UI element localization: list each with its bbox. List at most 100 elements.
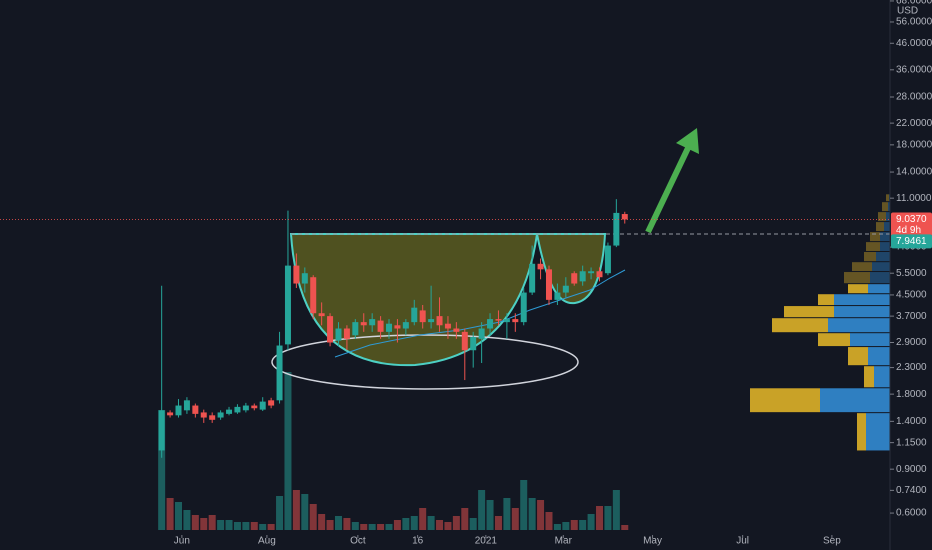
y-tick-label: 1.4000 bbox=[896, 416, 927, 427]
candle-body bbox=[444, 323, 451, 329]
candle-body bbox=[562, 285, 569, 293]
candle-body bbox=[436, 316, 443, 326]
volume-bar bbox=[402, 518, 410, 530]
volume-bar bbox=[301, 494, 309, 530]
candle-body bbox=[537, 263, 544, 270]
volume-bar bbox=[284, 372, 292, 530]
y-tick-label: 18.0000 bbox=[896, 139, 932, 150]
candle-body bbox=[217, 412, 224, 418]
volume-bar bbox=[225, 520, 233, 530]
profile-up bbox=[828, 318, 890, 333]
profile-down bbox=[878, 212, 886, 222]
volume-bar bbox=[158, 410, 166, 530]
x-tick-label: Mar bbox=[555, 536, 573, 547]
volume-bar bbox=[612, 490, 620, 530]
volume-bar bbox=[579, 520, 587, 530]
volume-bar bbox=[444, 522, 452, 530]
profile-up bbox=[834, 294, 890, 306]
candle-body bbox=[621, 214, 628, 220]
volume-bar bbox=[562, 522, 570, 530]
candle-body bbox=[394, 325, 401, 329]
x-tick-label: Sep bbox=[823, 536, 841, 547]
arrow-head bbox=[676, 128, 699, 154]
x-tick-label: 16 bbox=[412, 536, 424, 547]
candle-body bbox=[352, 322, 359, 336]
candle-body bbox=[529, 263, 536, 293]
profile-down bbox=[818, 294, 834, 306]
y-tick-label: 36.0000 bbox=[896, 64, 932, 75]
x-tick-label: Jun bbox=[174, 536, 190, 547]
profile-down bbox=[844, 272, 870, 284]
volume-bar bbox=[469, 518, 477, 530]
volume-bar bbox=[503, 498, 511, 530]
volume-bar bbox=[596, 506, 604, 530]
y-tick-label: 1.8000 bbox=[896, 389, 927, 400]
y-tick-label: 56.0000 bbox=[896, 17, 932, 28]
volume-layer bbox=[158, 372, 629, 530]
candle-body bbox=[226, 409, 233, 414]
y-tick-label: 0.7400 bbox=[896, 485, 927, 496]
candle-body bbox=[470, 337, 477, 351]
candle-body bbox=[377, 320, 384, 332]
candle-body bbox=[613, 212, 620, 246]
y-tick-label: 11.0000 bbox=[896, 193, 932, 204]
volume-bar bbox=[334, 516, 342, 530]
volume-bar bbox=[461, 508, 469, 530]
candle-body bbox=[604, 245, 611, 274]
x-tick-label: Oct bbox=[350, 536, 366, 547]
candle-body bbox=[167, 412, 174, 416]
y-tick-label: 22.0000 bbox=[896, 118, 932, 129]
candle-body bbox=[234, 406, 241, 413]
y-tick-label: 4.5000 bbox=[896, 290, 927, 301]
profile-down bbox=[857, 413, 866, 451]
volume-bar bbox=[368, 524, 376, 530]
profile-down bbox=[886, 194, 889, 202]
candle-body bbox=[310, 277, 317, 314]
candle-body bbox=[478, 328, 485, 339]
candle-body bbox=[402, 322, 409, 329]
profile-up bbox=[868, 347, 890, 366]
candle-body bbox=[335, 328, 342, 341]
volume-bar bbox=[318, 514, 326, 530]
profile-down bbox=[848, 284, 868, 294]
volume-bar bbox=[267, 524, 275, 530]
ellipse-drawing bbox=[271, 334, 579, 390]
volume-bar bbox=[436, 520, 444, 530]
candles bbox=[158, 199, 628, 458]
profile-up bbox=[880, 242, 890, 252]
candle-body bbox=[596, 271, 603, 278]
profile-up bbox=[850, 333, 890, 347]
volume-bar bbox=[511, 508, 519, 530]
volume-bar bbox=[478, 490, 486, 530]
currency-label: USD bbox=[897, 6, 918, 17]
candle-body bbox=[284, 265, 291, 345]
y-tick-label: 0.9000 bbox=[896, 464, 927, 475]
candle-body bbox=[487, 319, 494, 329]
y-tick-label: 0.6000 bbox=[896, 508, 927, 519]
volume-bar bbox=[528, 498, 536, 530]
volume-profile bbox=[750, 194, 890, 451]
volume-bar bbox=[377, 524, 385, 530]
x-tick-label: May bbox=[643, 536, 662, 547]
volume-bar bbox=[545, 512, 553, 530]
volume-bar bbox=[570, 520, 578, 530]
candle-body bbox=[453, 328, 460, 332]
candle-body bbox=[293, 265, 300, 284]
y-tick-label: 14.0000 bbox=[896, 167, 932, 178]
profile-up bbox=[888, 202, 890, 212]
candle-body bbox=[411, 307, 418, 323]
candle-body bbox=[242, 405, 249, 411]
x-tick-label: Aug bbox=[258, 536, 276, 547]
profile-down bbox=[852, 262, 872, 272]
volume-bar bbox=[537, 500, 545, 530]
candle-body bbox=[318, 313, 325, 317]
volume-bar bbox=[183, 510, 191, 530]
volume-bar bbox=[309, 504, 317, 530]
y-tick-label: 68.0000 bbox=[896, 0, 932, 7]
candle-body bbox=[512, 319, 519, 323]
profile-up bbox=[872, 262, 890, 272]
profile-up bbox=[868, 284, 890, 294]
profile-down bbox=[876, 222, 884, 232]
profile-up bbox=[880, 232, 890, 242]
